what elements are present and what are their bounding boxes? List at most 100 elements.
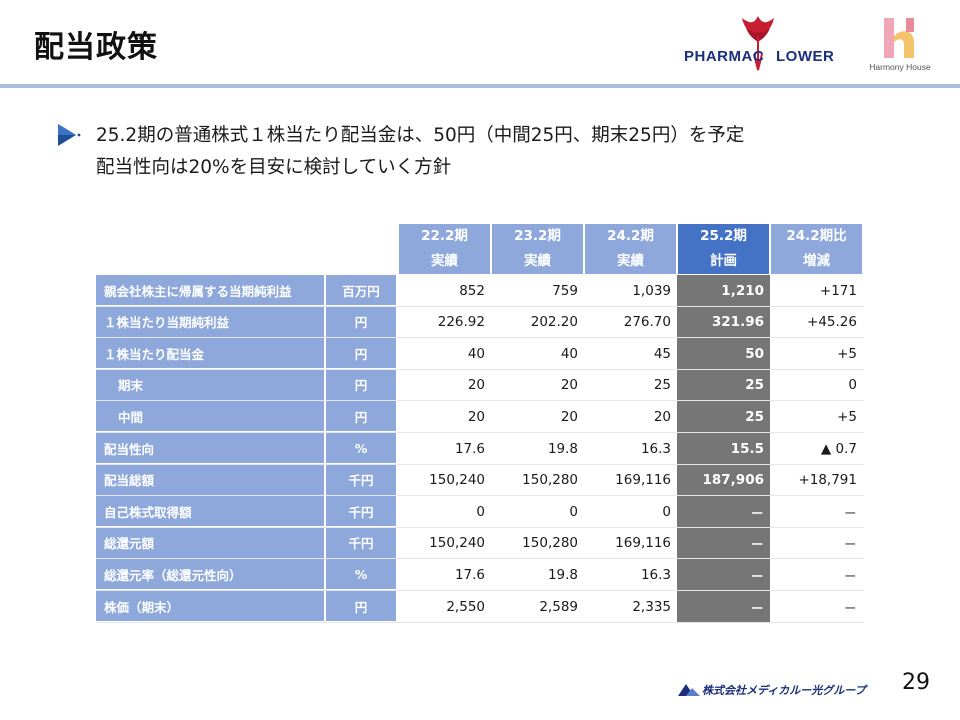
table-cell: 16.3 <box>640 440 671 457</box>
column-header-type: 実績 <box>617 253 644 269</box>
row-label: １株当たり配当金 <box>96 338 324 369</box>
table-cell: 0 <box>848 377 857 394</box>
table-cell: +5 <box>837 408 857 425</box>
table-cell: 20 <box>467 408 485 425</box>
harmony-house-caption: Harmony House <box>869 62 931 72</box>
table-cell: 852 <box>459 282 485 299</box>
footer-company-name: 株式会社メディカルー光グループ <box>702 684 866 697</box>
table-cell: 150,240 <box>429 535 485 552</box>
column-header-type: 実績 <box>524 253 551 269</box>
table-cell: 45 <box>653 345 671 362</box>
table-cell: 276.70 <box>623 314 671 331</box>
table-cell: +5 <box>837 345 857 362</box>
column-header-period: 24.2期比 <box>786 228 847 244</box>
table-cell: － <box>677 496 770 528</box>
table-cell: 226.92 <box>437 314 485 331</box>
row-divider <box>96 400 864 402</box>
row-label: １株当たり当期純利益 <box>96 306 324 337</box>
row-label: 総還元率（総還元性向） <box>96 559 324 590</box>
row-label: 配当性向 <box>96 433 324 463</box>
table-cell: 17.6 <box>454 566 485 583</box>
column-header: 23.2期実績 <box>492 224 583 274</box>
table-cell: 17.6 <box>454 440 485 457</box>
column-header: 22.2期 実績 <box>399 224 490 274</box>
bullet-line-dividend: 25.2期の普通株式１株当たり配当金は、50円（中間25円、期末25円）を予定 <box>96 125 745 146</box>
table-cell: 20 <box>653 408 671 425</box>
column-header-period: 23.2期 <box>514 228 561 244</box>
table-cell: － <box>677 591 770 622</box>
table-cell: 0 <box>662 503 671 520</box>
flower-logo-icon <box>742 16 774 71</box>
row-divider <box>96 368 864 370</box>
table-cell: － <box>843 537 858 554</box>
row-label: 期末 <box>96 369 324 400</box>
row-divider <box>96 432 864 433</box>
table-cell: 169,116 <box>615 535 671 552</box>
table-cell: 2,589 <box>539 598 578 615</box>
column-header: 24.2期実績 <box>585 224 676 274</box>
table-cell: 25 <box>653 377 671 394</box>
table-cell: 169,116 <box>615 472 671 489</box>
table-cell: － <box>843 600 858 617</box>
table-cell: 150,240 <box>429 472 485 489</box>
column-header-type: 実績 <box>431 253 458 269</box>
table-cell: +171 <box>819 282 857 299</box>
row-label: 自己株式取得額 <box>96 496 324 527</box>
column-header-type: 計画 <box>710 253 737 269</box>
table-cell: 187,906 <box>677 464 770 496</box>
table-cell: 15.5 <box>677 433 770 464</box>
table-cell: 1,039 <box>632 282 671 299</box>
row-unit: % <box>326 433 396 463</box>
table-cell: 1,210 <box>677 275 770 306</box>
table-cell: 150,280 <box>522 535 578 552</box>
row-unit: 百万円 <box>326 275 396 305</box>
column-header: 24.2期比 増減 <box>771 224 862 274</box>
table-cell: 19.8 <box>547 566 578 583</box>
table-cell: － <box>843 505 858 522</box>
row-unit: 円 <box>326 591 396 621</box>
table-cell: 0 <box>476 503 485 520</box>
row-divider <box>96 337 864 339</box>
row-label: 株価（期末） <box>96 591 324 621</box>
table-cell: +18,791 <box>798 472 857 489</box>
harmony-h-icon <box>884 18 914 58</box>
table-cell: 20 <box>467 377 485 394</box>
row-divider <box>96 621 864 623</box>
column-header-type: 増減 <box>803 253 830 269</box>
play-arrow-bullet-icon <box>58 124 81 146</box>
pharmaflower-logo: PHARMAC LOWER <box>680 14 840 74</box>
row-label: 総還元額 <box>96 527 324 558</box>
row-divider <box>96 526 864 528</box>
column-header: 25.2期計画 <box>678 224 769 274</box>
row-unit: 千円 <box>326 464 396 495</box>
row-unit: % <box>326 559 396 590</box>
table-cell: 0 <box>569 503 578 520</box>
table-cell: 40 <box>560 345 578 362</box>
row-unit: 円 <box>326 369 396 400</box>
title-divider <box>0 84 960 88</box>
column-header-period: 24.2期 <box>607 228 654 244</box>
table-cell: － <box>677 559 770 591</box>
row-divider <box>96 463 864 465</box>
table-cell: 19.8 <box>547 440 578 457</box>
row-unit: 千円 <box>326 496 396 527</box>
table-cell: － <box>677 527 770 559</box>
table-cell: 25 <box>677 401 770 433</box>
table-cell: 50 <box>677 338 770 370</box>
bullet-line-payout-policy: 配当性向は20%を目安に検討していく方針 <box>96 157 452 178</box>
table-cell: 16.3 <box>640 566 671 583</box>
table-cell: 2,550 <box>446 598 485 615</box>
table-cell: 202.20 <box>530 314 578 331</box>
column-header-period: 25.2期 <box>700 228 747 244</box>
row-divider <box>96 590 864 591</box>
footer-company-logo: 株式会社メディカルー光グループ <box>678 680 888 702</box>
table-cell: － <box>843 568 858 585</box>
table-cell: 759 <box>552 282 578 299</box>
page-number: 29 <box>902 670 930 695</box>
row-divider <box>96 305 864 307</box>
table-cell: 20 <box>560 408 578 425</box>
table-cell: 20 <box>560 377 578 394</box>
table-cell: 321.96 <box>677 306 770 338</box>
table-cell: 150,280 <box>522 472 578 489</box>
table-cell: 25 <box>677 369 770 401</box>
